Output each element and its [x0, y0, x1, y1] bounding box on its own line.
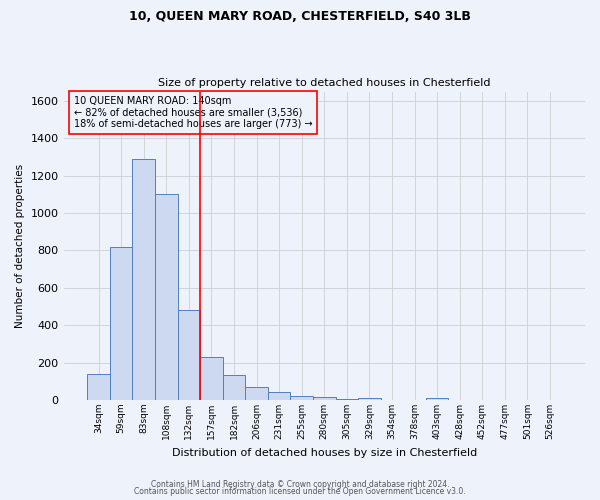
Bar [200, 357, 223, 400]
Bar [155, 194, 178, 400]
X-axis label: Distribution of detached houses by size in Chesterfield: Distribution of detached houses by size … [172, 448, 477, 458]
Bar [426, 398, 448, 400]
Bar [110, 246, 133, 400]
Text: Contains public sector information licensed under the Open Government Licence v3: Contains public sector information licen… [134, 487, 466, 496]
Title: Size of property relative to detached houses in Chesterfield: Size of property relative to detached ho… [158, 78, 491, 88]
Bar [245, 387, 268, 400]
Bar [178, 310, 200, 400]
Text: 10 QUEEN MARY ROAD: 140sqm
← 82% of detached houses are smaller (3,536)
18% of s: 10 QUEEN MARY ROAD: 140sqm ← 82% of deta… [74, 96, 313, 130]
Bar [335, 398, 358, 400]
Bar [223, 375, 245, 400]
Text: Contains HM Land Registry data © Crown copyright and database right 2024.: Contains HM Land Registry data © Crown c… [151, 480, 449, 489]
Bar [133, 159, 155, 400]
Bar [358, 398, 381, 400]
Bar [87, 374, 110, 400]
Bar [290, 396, 313, 400]
Text: 10, QUEEN MARY ROAD, CHESTERFIELD, S40 3LB: 10, QUEEN MARY ROAD, CHESTERFIELD, S40 3… [129, 10, 471, 23]
Y-axis label: Number of detached properties: Number of detached properties [15, 164, 25, 328]
Bar [313, 398, 335, 400]
Bar [268, 392, 290, 400]
